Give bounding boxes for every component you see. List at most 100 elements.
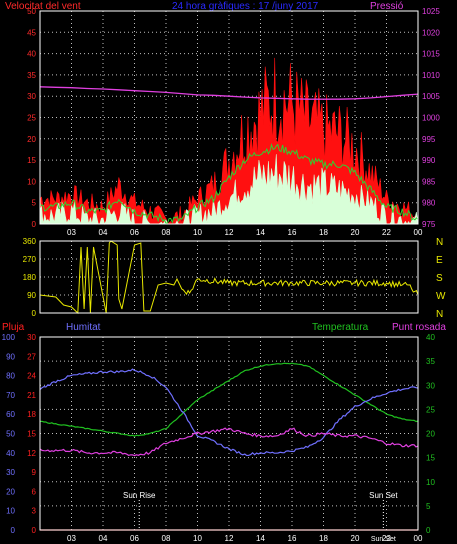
temperature-tick-label: 35 [426,357,435,366]
x-tick-label: 14 [256,534,265,543]
rain-tick-label: 24 [27,372,36,381]
pressure-tick-label: 980 [422,199,436,208]
x-tick-label: 08 [162,534,171,543]
x-tick-label: 12 [225,228,234,237]
wind-tick-label: 0 [32,220,37,229]
chart-title: 24 hora gràfiques : 17 /juny 2017 [172,1,319,12]
direction-tick-label: 0 [32,309,37,318]
wind-tick-label: 25 [27,114,36,123]
temperature-axis-title: Temperatura [312,322,369,333]
climate-panel-frame [39,336,419,531]
temperature-tick-label: 15 [426,454,435,463]
humidity-tick-label: 90 [6,352,15,361]
dewpoint-series [39,427,419,457]
direction-panel-frame [39,240,419,314]
pressure-tick-label: 1015 [422,50,440,59]
rain-tick-label: 9 [32,468,37,477]
pressure-tick-label: 1020 [422,28,440,37]
x-tick-label: 12 [225,534,234,543]
temperature-tick-label: 40 [426,333,435,342]
wind-tick-label: 50 [27,7,36,16]
x-tick-label: 20 [351,534,360,543]
temperature-tick-label: 20 [426,430,435,439]
wind-avg-series [39,143,419,225]
temperature-tick-label: 10 [426,478,435,487]
pressure-tick-label: 985 [422,177,436,186]
x-tick-label: 04 [99,534,108,543]
wind-tick-label: 5 [32,199,37,208]
rain-axis-title: Pluja [2,322,25,333]
humidity-tick-label: 20 [6,487,15,496]
direction-tick-label: 270 [23,255,37,264]
dewpoint-axis-title: Punt rosada [392,322,446,333]
x-tick-label: 22 [382,228,391,237]
x-tick-label: 04 [99,228,108,237]
pressure-tick-label: 1005 [422,92,440,101]
compass-label: E [436,255,443,266]
direction-tick-label: 180 [23,273,37,282]
humidity-tick-label: 80 [6,372,15,381]
x-tick-label: 10 [193,228,202,237]
humidity-tick-label: 10 [6,507,15,516]
x-tick-label: 14 [256,228,265,237]
x-tick-label: 00 [414,228,423,237]
x-tick-label: 10 [193,534,202,543]
wind-axis-title: Velocitat del vent [5,1,81,12]
humidity-tick-label: 70 [6,391,15,400]
direction-tick-label: 360 [23,237,37,246]
pressure-tick-label: 975 [422,220,436,229]
sunset-label: Sun Set [369,491,398,500]
humidity-tick-label: 60 [6,410,15,419]
wind-tick-label: 40 [27,50,36,59]
wind-min-series [39,154,419,225]
compass-label: N [436,237,443,248]
pressure-tick-label: 1010 [422,71,440,80]
rain-tick-label: 27 [27,352,36,361]
x-tick-label: 18 [319,228,328,237]
pressure-tick-label: 1000 [422,114,440,123]
humidity-tick-label: 50 [6,430,15,439]
temperature-series [39,362,419,437]
rain-tick-label: 18 [27,410,36,419]
wind-panel-frame [39,10,419,225]
rain-tick-label: 30 [27,333,36,342]
wind-tick-label: 45 [27,28,36,37]
rain-tick-label: 0 [32,526,37,535]
rain-tick-label: 21 [27,391,36,400]
x-tick-label: 00 [414,534,423,543]
x-tick-label: 16 [288,534,297,543]
temperature-tick-label: 5 [426,502,431,511]
x-tick-label: 06 [130,228,139,237]
direction-tick-label: 90 [27,291,36,300]
x-tick-label: 22 [382,534,391,543]
rain-tick-label: 6 [32,487,37,496]
wind-tick-label: 10 [27,177,36,186]
humidity-tick-label: 40 [6,449,15,458]
rain-tick-label: 3 [32,507,37,516]
humidity-tick-label: 100 [2,333,16,342]
humidity-tick-label: 30 [6,468,15,477]
temperature-tick-label: 0 [426,526,431,535]
sunset-axis-label: Sun Set [371,536,396,543]
x-tick-label: 03 [67,228,76,237]
humidity-tick-label: 0 [11,526,16,535]
direction-series [39,240,419,315]
pressure-series [39,86,419,100]
humidity-series [39,368,419,457]
temperature-tick-label: 30 [426,381,435,390]
pressure-tick-label: 990 [422,156,436,165]
compass-label: S [436,273,443,284]
sunrise-label: Sun Rise [123,491,156,500]
x-tick-label: 18 [319,534,328,543]
compass-label: W [436,291,446,302]
x-tick-label: 06 [130,534,139,543]
wind-tick-label: 30 [27,92,36,101]
humidity-axis-title: Humitat [66,322,101,333]
x-tick-label: 20 [351,228,360,237]
temperature-tick-label: 25 [426,405,435,414]
x-tick-label: 03 [67,534,76,543]
wind-tick-label: 35 [27,71,36,80]
wind-tick-label: 20 [27,135,36,144]
compass-label: N [436,309,443,320]
